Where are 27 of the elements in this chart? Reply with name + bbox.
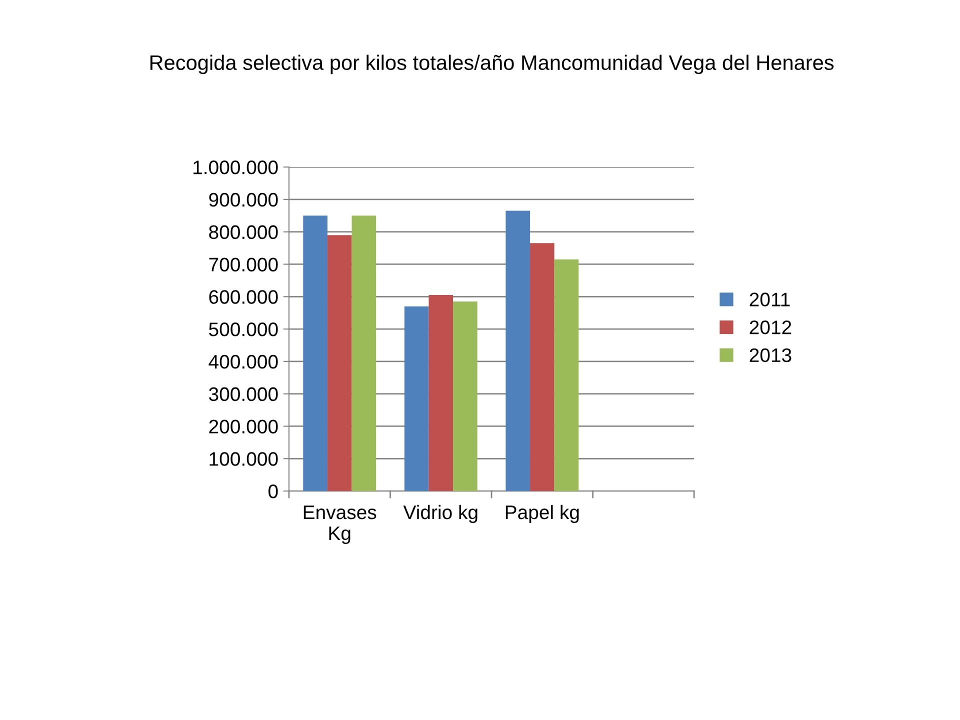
bar [303,216,328,492]
y-tick-label: 0 [268,484,278,498]
legend-label: 2013 [750,348,792,362]
bar [453,302,478,492]
y-tick-label: 700.000 [209,258,278,272]
chart-title: Recogida selectiva por kilos totales/año Mancomunidad Vega del Henares [150,54,834,74]
bar [554,259,579,492]
bar [530,243,554,492]
y-tick-label: 1.000.000 [194,160,278,174]
legend-label: 2012 [750,320,792,334]
bar [404,306,429,492]
y-tick-label: 200.000 [209,420,278,434]
bar [506,210,530,492]
legend-label: 2011 [750,292,790,306]
bar [428,295,454,492]
y-tick-label: 600.000 [209,290,278,304]
bar [352,216,376,492]
y-tick-label: 100.000 [210,452,278,466]
y-tick-label: 400.000 [208,354,278,369]
y-tick-label: 800.000 [209,225,278,240]
x-tick-label: Vidrio kg [403,504,478,524]
y-tick-label: 500.000 [209,322,278,336]
bar [327,235,352,492]
y-tick-label: 900.000 [209,192,278,207]
x-tick-label: Papel kg [506,504,579,524]
x-tick-label: Envases Kg [304,506,376,544]
y-tick-label: 300.000 [209,387,278,402]
